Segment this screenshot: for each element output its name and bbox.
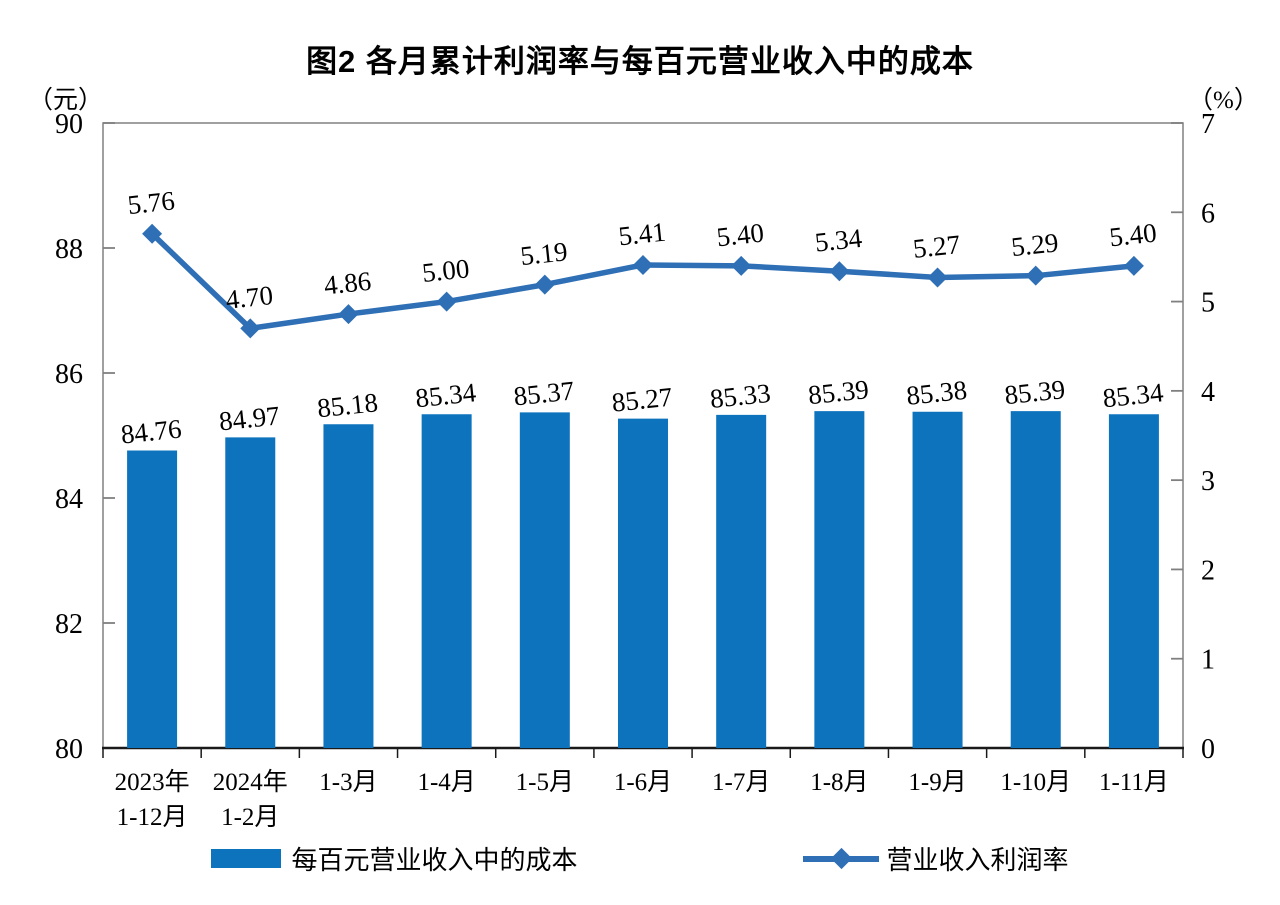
left-axis-tick-label: 88 [55, 234, 83, 265]
bar-data-label: 84.97 [218, 400, 282, 436]
line-marker [1025, 265, 1046, 286]
bar [323, 424, 374, 748]
right-axis-tick-label: 5 [1201, 288, 1215, 319]
line-data-label: 4.70 [224, 280, 274, 315]
bar-data-label: 85.34 [414, 377, 478, 413]
bar [1108, 414, 1159, 748]
right-axis-tick-label: 2 [1201, 555, 1215, 586]
line-marker [240, 318, 261, 339]
bar-data-label: 85.33 [708, 378, 772, 414]
line-marker [829, 261, 850, 282]
line-data-label: 5.76 [126, 185, 176, 220]
category-label: 2024年 [213, 768, 288, 796]
category-label: 2023年 [115, 768, 190, 796]
category-label: 1-8月 [810, 769, 868, 796]
line-data-label: 5.27 [912, 229, 962, 264]
left-axis-tick-label: 82 [55, 609, 83, 640]
category-label: 1-6月 [614, 769, 672, 796]
right-axis-tick-label: 0 [1201, 734, 1215, 765]
bar [716, 414, 767, 748]
bar-data-label: 85.37 [512, 375, 576, 411]
left-axis-tick-label: 86 [55, 359, 83, 390]
line-data-label: 5.41 [617, 217, 667, 252]
line-marker [338, 304, 359, 325]
right-axis-tick-label: 1 [1201, 645, 1215, 676]
bar [127, 450, 178, 748]
left-axis-tick-label: 84 [55, 484, 83, 515]
left-axis-unit-label: （元） [28, 87, 104, 114]
bar-data-label: 85.38 [905, 375, 969, 411]
line-marker [436, 291, 457, 312]
line-marker [1123, 255, 1144, 276]
right-axis-tick-label: 6 [1201, 198, 1215, 229]
bar [1010, 411, 1061, 748]
bar [814, 411, 865, 748]
bar [618, 418, 668, 748]
bar-data-label: 85.39 [807, 374, 871, 410]
right-axis-tick-label: 4 [1201, 377, 1215, 408]
legend-item-cost: 每百元营业收入中的成本 [211, 840, 578, 877]
category-label: 1-12月 [117, 804, 188, 831]
bar-series-swatch-icon [211, 849, 282, 868]
category-label: 1-2月 [221, 804, 279, 831]
right-axis-tick-label: 7 [1201, 109, 1215, 140]
line-data-label: 5.00 [421, 253, 471, 288]
bar [421, 414, 472, 748]
category-label: 1-11月 [1099, 769, 1169, 796]
bar-data-label: 85.34 [1101, 377, 1165, 413]
line-data-label: 5.40 [715, 218, 765, 253]
line-data-label: 5.29 [1010, 227, 1060, 262]
bar-data-label: 84.76 [119, 413, 183, 449]
category-label: 1-3月 [319, 769, 377, 796]
legend-item-profit-rate: 营业收入利润率 [802, 840, 1069, 877]
line-series-swatch-icon [802, 847, 879, 869]
line-data-label: 5.19 [519, 236, 569, 271]
left-axis-tick-label: 80 [55, 734, 83, 765]
line-marker [534, 274, 555, 295]
bar-data-label: 85.27 [610, 382, 674, 418]
bar-data-label: 85.39 [1003, 374, 1067, 410]
right-axis-tick-label: 3 [1201, 466, 1215, 497]
legend-label-profit-rate: 营业收入利润率 [886, 846, 1069, 875]
category-label: 1-9月 [908, 769, 966, 796]
line-marker [142, 223, 163, 244]
bar [225, 437, 276, 748]
category-label: 1-7月 [712, 769, 770, 796]
bar [519, 412, 570, 748]
chart-title: 图2 各月累计利润率与每百元营业收入中的成本 [306, 44, 974, 79]
line-data-label: 4.86 [322, 266, 372, 301]
line-data-label: 5.34 [813, 223, 864, 258]
left-axis-tick-label: 90 [55, 109, 83, 140]
legend: 每百元营业收入中的成本 营业收入利润率 [0, 840, 1280, 877]
line-marker [927, 267, 948, 288]
right-axis-unit-label: （%） [1188, 87, 1259, 114]
legend-label-cost: 每百元营业收入中的成本 [291, 846, 578, 875]
line-marker [633, 254, 653, 275]
bar-data-label: 85.18 [316, 387, 380, 423]
bar [912, 411, 963, 748]
category-label: 1-5月 [516, 769, 574, 796]
category-label: 1-10月 [1000, 769, 1071, 796]
line-marker [731, 255, 752, 276]
line-data-label: 5.40 [1108, 218, 1158, 253]
category-label: 1-4月 [417, 769, 475, 796]
diamond-marker-icon [830, 847, 852, 869]
